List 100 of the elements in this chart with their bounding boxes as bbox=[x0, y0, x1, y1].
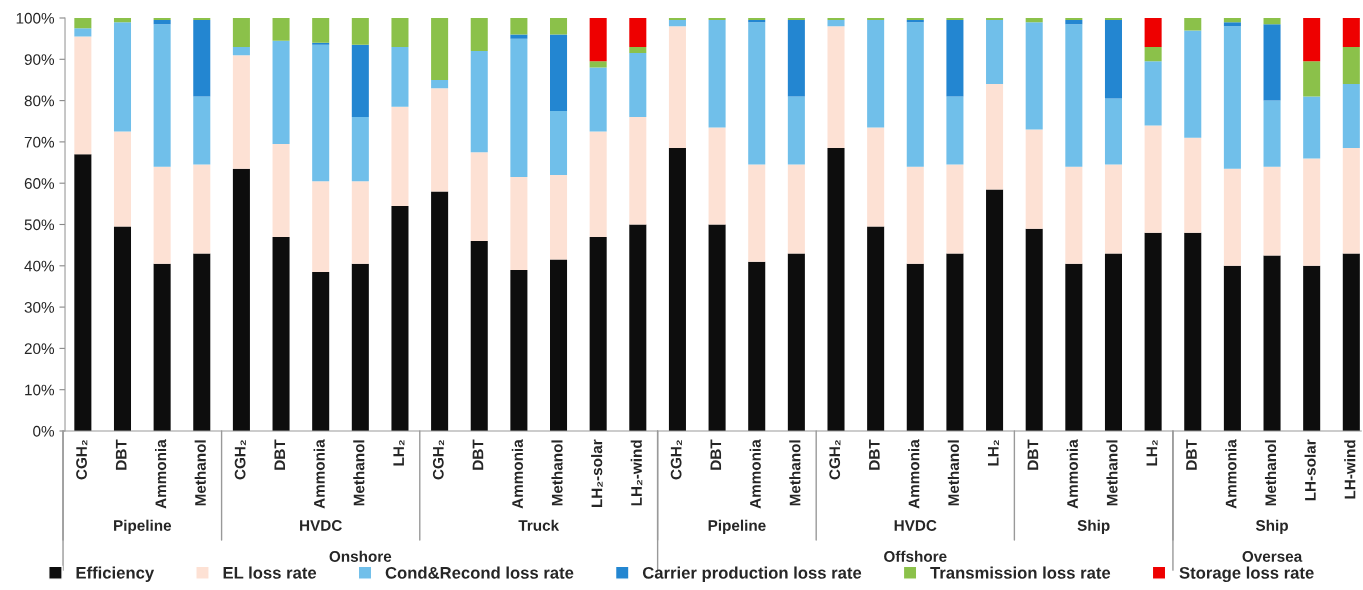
x-tick-label: LH₂-wind bbox=[630, 440, 643, 506]
legend-label: Carrier production loss rate bbox=[642, 566, 862, 583]
legend-label: EL loss rate bbox=[223, 566, 317, 579]
bar bbox=[708, 20, 726, 128]
bar bbox=[708, 127, 726, 225]
bar bbox=[312, 271, 330, 431]
bar bbox=[1065, 263, 1083, 431]
bar bbox=[510, 34, 528, 39]
bar bbox=[232, 46, 250, 56]
bar bbox=[1303, 18, 1321, 62]
bar bbox=[1303, 61, 1321, 97]
bar bbox=[272, 40, 290, 144]
y-tick-label: 60% bbox=[24, 178, 55, 189]
x-tick-label: CGH₂ bbox=[670, 440, 682, 480]
bar bbox=[312, 42, 330, 45]
text: Ship bbox=[1255, 519, 1288, 534]
bar bbox=[867, 127, 885, 227]
x-tick-label: Ammonia bbox=[313, 439, 325, 509]
bar bbox=[113, 22, 132, 132]
text: Ship bbox=[1077, 519, 1110, 534]
bar bbox=[589, 61, 607, 68]
bar bbox=[906, 263, 924, 431]
bar bbox=[589, 236, 607, 431]
x-tick-label: DBT bbox=[710, 439, 722, 470]
bar bbox=[1303, 265, 1321, 431]
bar bbox=[312, 18, 330, 43]
bar bbox=[629, 224, 647, 431]
x-tick-label: CGH₂ bbox=[829, 440, 841, 480]
x-tick-label: LH₂ bbox=[393, 440, 405, 466]
bar bbox=[351, 181, 369, 264]
x-tick-label: LH₂ bbox=[988, 440, 999, 466]
bar bbox=[748, 164, 766, 262]
bar bbox=[1263, 24, 1281, 101]
y-tick-label: 90% bbox=[24, 54, 55, 65]
bar bbox=[1065, 18, 1083, 21]
y-tick-label: 40% bbox=[24, 260, 55, 272]
bar bbox=[827, 26, 845, 149]
bar bbox=[272, 18, 290, 41]
bar bbox=[193, 20, 211, 97]
bar bbox=[629, 53, 647, 118]
x-tick-label: DBT bbox=[1186, 439, 1197, 470]
bar bbox=[153, 263, 171, 431]
bar bbox=[1263, 255, 1281, 431]
bar bbox=[193, 164, 211, 254]
bar bbox=[708, 18, 726, 21]
bar bbox=[589, 18, 607, 62]
bar bbox=[232, 168, 250, 431]
x-tick-label: CGH₂ bbox=[76, 440, 88, 480]
bar bbox=[986, 189, 1004, 431]
text: Pipeline bbox=[708, 519, 766, 534]
x-tick-label: Ammonia bbox=[1225, 439, 1237, 509]
x-tick-label: LH-wind bbox=[1344, 440, 1356, 499]
bar bbox=[232, 18, 250, 47]
x-tick-label: LH₂ bbox=[1146, 440, 1158, 466]
bar bbox=[272, 236, 290, 431]
bar bbox=[787, 18, 805, 21]
bar bbox=[431, 79, 449, 89]
bar bbox=[74, 154, 92, 431]
bar bbox=[74, 36, 92, 155]
x-tick-label: Methanol bbox=[947, 440, 960, 506]
legend-label: Transmission loss rate bbox=[930, 566, 1111, 579]
bar bbox=[827, 18, 845, 21]
text: HVDC bbox=[300, 520, 342, 531]
bar bbox=[1104, 98, 1122, 165]
x-tick-label: DBT bbox=[274, 439, 285, 470]
x-tick-label: LH-solar bbox=[1304, 439, 1316, 501]
bar bbox=[906, 166, 924, 264]
x-tick-label: DBT bbox=[869, 439, 880, 470]
bar bbox=[470, 152, 488, 242]
bar bbox=[867, 18, 885, 21]
bar bbox=[193, 253, 211, 431]
text: HVDC bbox=[894, 520, 937, 531]
bar bbox=[1303, 158, 1321, 266]
bar bbox=[1025, 18, 1043, 23]
y-tick-label: 20% bbox=[24, 343, 55, 355]
y-tick-label: 50% bbox=[24, 219, 55, 231]
bar bbox=[1263, 166, 1281, 256]
bar bbox=[1104, 253, 1122, 431]
x-tick-label: Methanol bbox=[551, 440, 563, 506]
bar bbox=[668, 20, 686, 27]
bar bbox=[1184, 232, 1202, 431]
bar bbox=[787, 96, 805, 165]
bar bbox=[946, 96, 964, 165]
bar bbox=[113, 18, 132, 23]
bar bbox=[153, 20, 171, 25]
bar bbox=[391, 46, 409, 107]
bar bbox=[748, 22, 766, 165]
bar bbox=[1223, 26, 1241, 169]
bar bbox=[1065, 166, 1083, 264]
y-tick-label: 0% bbox=[33, 425, 55, 437]
text: Truck bbox=[518, 519, 560, 531]
bar bbox=[787, 20, 805, 97]
bar bbox=[946, 253, 964, 431]
bar bbox=[1144, 46, 1162, 62]
bar bbox=[748, 261, 766, 431]
x-tick-label: Ammonia bbox=[155, 439, 167, 509]
bar bbox=[431, 191, 449, 431]
bar bbox=[470, 18, 488, 52]
bar bbox=[986, 84, 1004, 190]
x-tick-label: Methanol bbox=[194, 440, 206, 506]
